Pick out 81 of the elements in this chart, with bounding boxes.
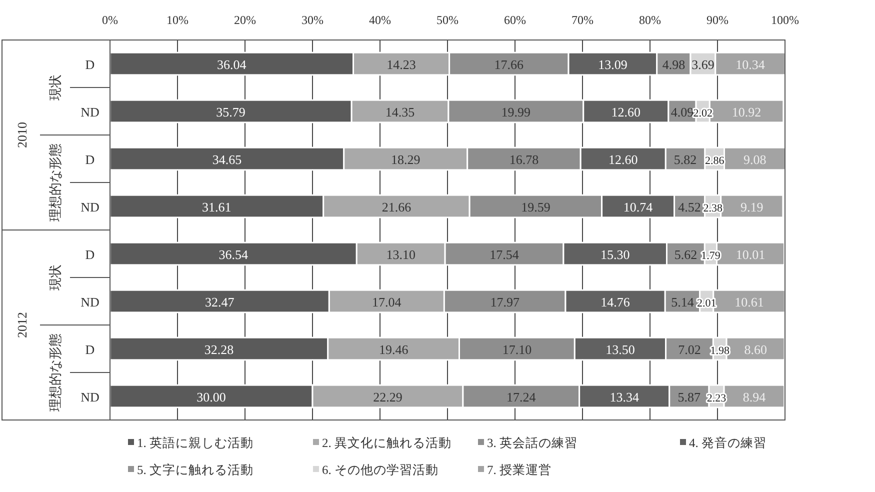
y-tick-label: ND xyxy=(80,104,100,120)
x-tick-label: 0% xyxy=(102,13,118,27)
x-tick-label: 20% xyxy=(234,13,256,27)
data-label: 36.04 xyxy=(217,56,247,72)
data-label: 2.86 xyxy=(704,154,725,167)
data-label: 13.50 xyxy=(606,342,635,357)
data-label: 17.24 xyxy=(506,389,536,404)
data-label: 4.52 xyxy=(678,199,701,214)
data-label: 14.35 xyxy=(385,104,415,120)
data-label: 8.60 xyxy=(744,342,767,357)
text: 2010 xyxy=(14,122,30,148)
data-label: 17.66 xyxy=(494,56,524,72)
x-tick-label: 80% xyxy=(639,13,661,27)
data-label: 5.87 xyxy=(678,389,702,404)
data-label: 22.29 xyxy=(373,389,402,404)
data-label: 10.34 xyxy=(736,56,766,72)
data-label: 8.94 xyxy=(742,389,766,404)
data-label: 17.04 xyxy=(372,294,402,310)
data-label: 17.54 xyxy=(490,246,520,262)
y-tick-label: D xyxy=(85,342,95,357)
data-label: 36.54 xyxy=(218,246,248,262)
data-label: 13.10 xyxy=(386,246,416,262)
data-label: 10.74 xyxy=(623,199,654,214)
data-label: 15.30 xyxy=(600,246,630,262)
data-label: 5.14 xyxy=(671,294,694,310)
data-label: 13.09 xyxy=(598,56,628,72)
text: 現状 xyxy=(48,264,62,290)
data-label: 34.65 xyxy=(212,152,242,167)
data-label: 12.60 xyxy=(608,152,638,167)
text: 理想的な形態 xyxy=(48,144,62,222)
data-label: 31.61 xyxy=(202,199,232,214)
x-tick-label: 30% xyxy=(302,13,324,27)
x-tick-label: 70% xyxy=(572,13,594,27)
y-tick-label: D xyxy=(85,246,95,262)
x-tick-label: 100% xyxy=(771,13,799,27)
data-label: 35.79 xyxy=(216,104,246,120)
data-label: 9.19 xyxy=(740,199,764,214)
data-label: 10.61 xyxy=(734,294,764,310)
data-label: 7.02 xyxy=(678,342,701,357)
x-tick-label: 60% xyxy=(504,13,526,27)
data-label: 18.29 xyxy=(390,152,420,167)
data-label: 3.69 xyxy=(692,56,714,72)
data-label: 1.79 xyxy=(701,250,721,262)
data-label: 2.38 xyxy=(703,202,723,214)
data-label: 12.60 xyxy=(611,104,641,120)
y-tick-label: ND xyxy=(80,199,100,214)
data-label: 16.78 xyxy=(509,152,539,167)
data-label: 2.02 xyxy=(693,107,712,120)
data-label: 14.23 xyxy=(386,56,416,72)
data-label: 2.23 xyxy=(706,392,727,404)
data-label: 19.46 xyxy=(378,342,409,357)
data-label: 1.98 xyxy=(710,344,730,357)
data-label: 17.10 xyxy=(502,342,532,357)
data-label: 19.99 xyxy=(501,104,531,120)
data-label: 19.59 xyxy=(521,199,550,214)
text: 2012 xyxy=(14,312,30,338)
data-label: 30.00 xyxy=(196,389,226,404)
data-label: 13.34 xyxy=(610,389,640,404)
x-tick-label: 50% xyxy=(436,13,458,27)
data-label: 5.62 xyxy=(674,246,698,262)
data-label: 5.82 xyxy=(674,152,697,167)
y-tick-label: D xyxy=(85,56,95,72)
text: 理想的な形態 xyxy=(48,334,62,412)
x-tick-label: 40% xyxy=(369,13,391,27)
data-label: 10.01 xyxy=(736,246,766,262)
y-tick-label: D xyxy=(85,152,95,167)
data-label: 32.28 xyxy=(204,342,234,357)
data-label: 4.98 xyxy=(662,56,686,72)
text: 現状 xyxy=(48,74,62,100)
y-tick-label: ND xyxy=(80,389,100,404)
data-label: 32.47 xyxy=(204,294,235,310)
x-tick-label: 90% xyxy=(706,13,728,27)
data-label: 10.92 xyxy=(732,104,762,120)
data-label: 9.08 xyxy=(744,152,766,167)
data-label: 17.97 xyxy=(490,294,520,310)
data-label: 2.01 xyxy=(696,297,716,310)
data-label: 21.66 xyxy=(382,199,412,214)
y-tick-label: ND xyxy=(80,294,100,310)
data-label: 4.09 xyxy=(670,104,694,120)
x-tick-label: 10% xyxy=(166,13,188,27)
data-label: 14.76 xyxy=(600,294,630,310)
